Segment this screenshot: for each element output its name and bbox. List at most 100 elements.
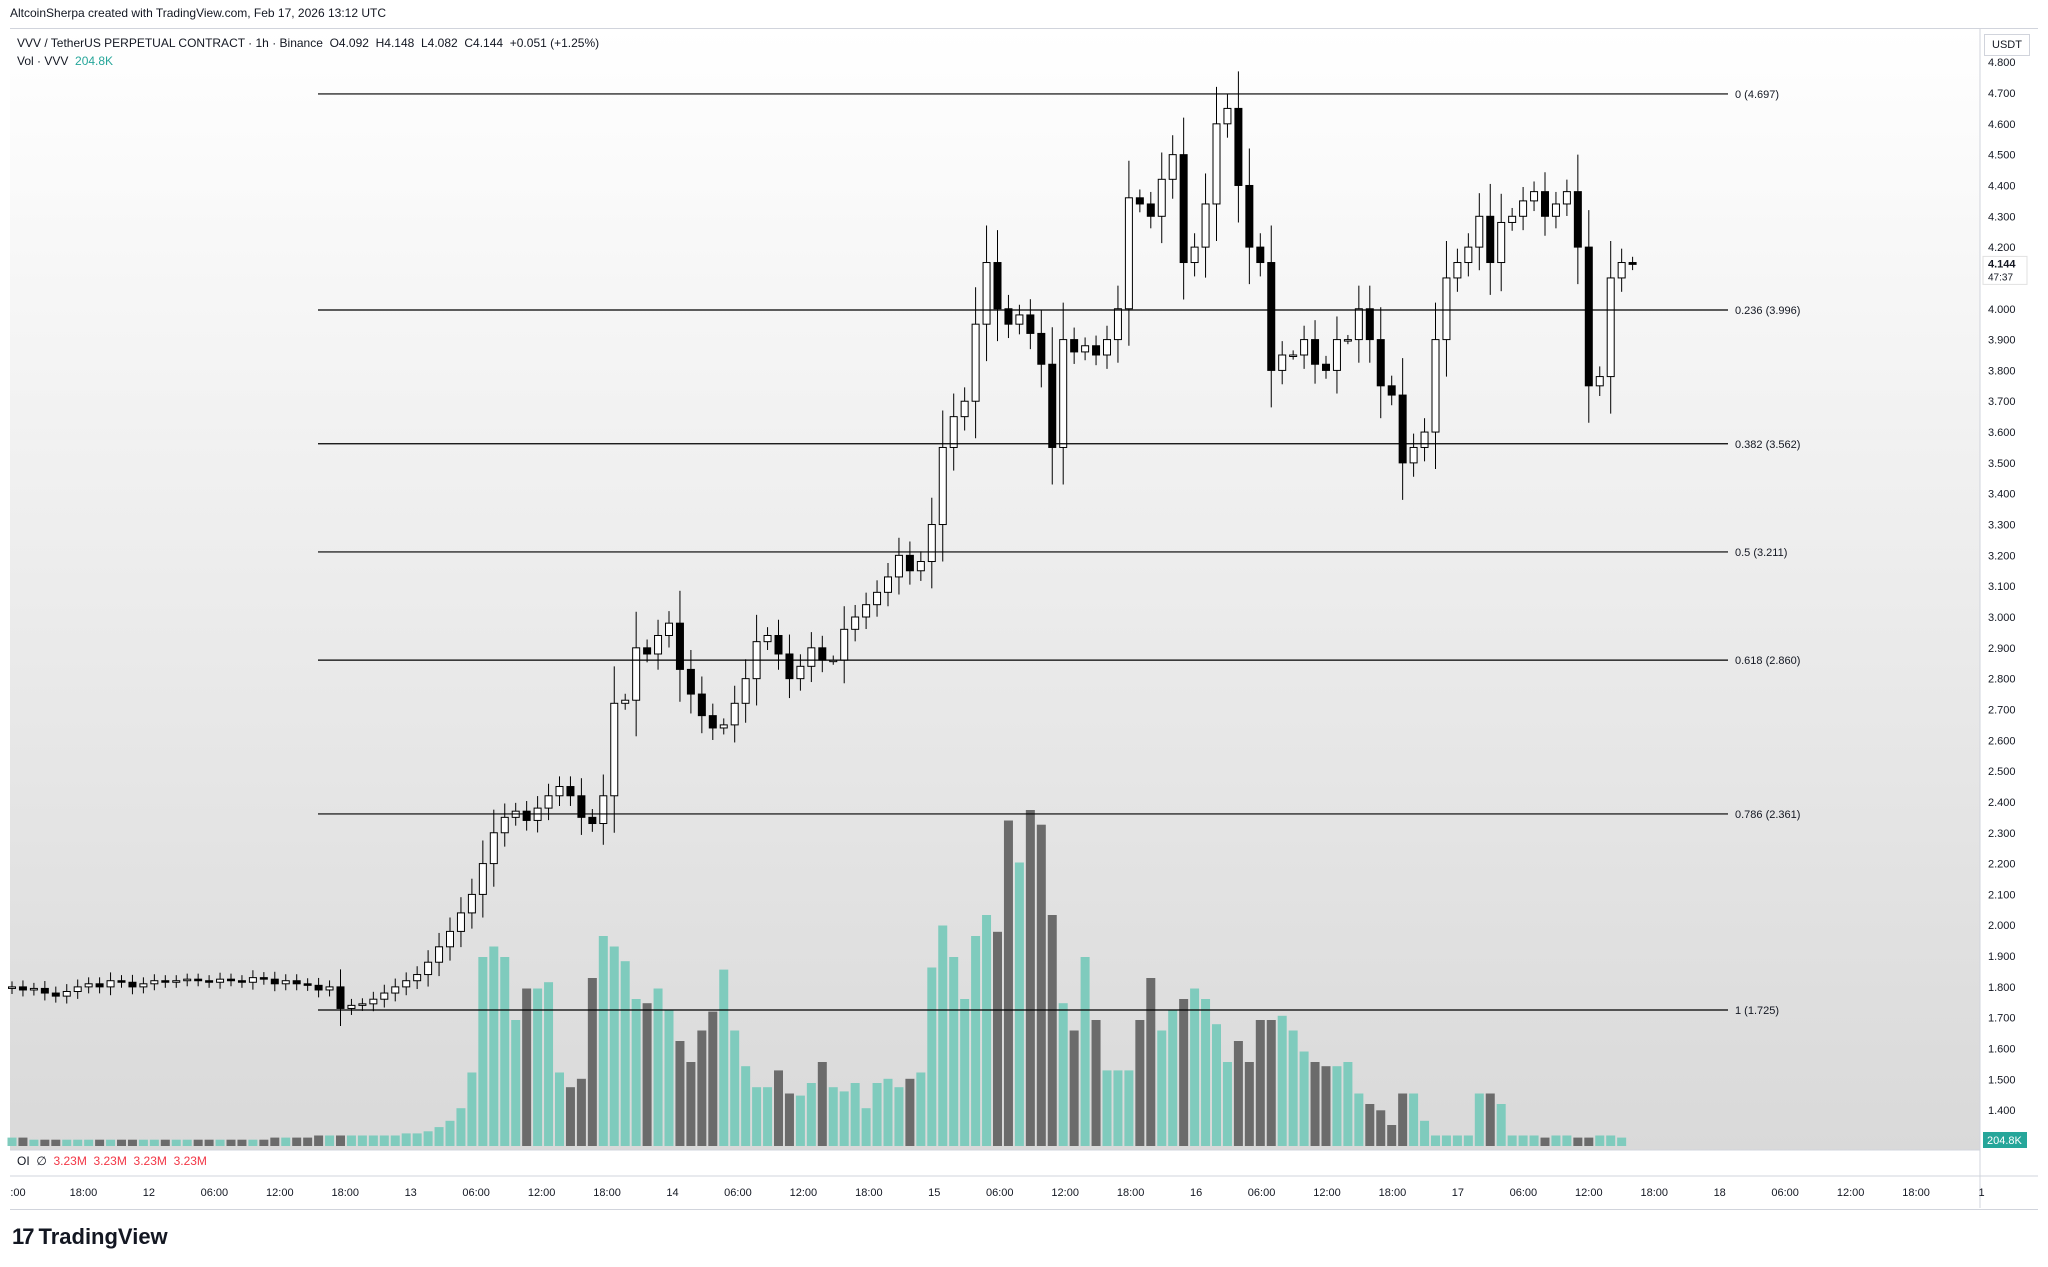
x-tick-label: 16 <box>1190 1187 1202 1199</box>
volume-bar <box>708 1011 718 1146</box>
volume-bar <box>784 1093 794 1146</box>
volume-bar <box>609 946 619 1146</box>
y-tick-label: 2.600 <box>1988 735 2016 747</box>
volume-label[interactable]: Vol · VVV <box>17 54 69 68</box>
volume-bar <box>1474 1093 1484 1146</box>
currency-label[interactable]: USDT <box>1984 34 2030 56</box>
candle-body <box>1354 308 1363 341</box>
candle-body <box>1562 191 1571 205</box>
candle-body <box>916 561 925 572</box>
y-tick-label: 3.400 <box>1988 489 2016 501</box>
x-tick-label: 12:00 <box>1575 1187 1603 1199</box>
volume-bar <box>1222 1062 1232 1146</box>
volume-bar <box>1212 1024 1221 1146</box>
volume-bar <box>1584 1137 1594 1146</box>
oi-symbol-icon: ∅ <box>36 1154 47 1168</box>
volume-bar <box>1573 1137 1583 1146</box>
volume-bar <box>117 1139 126 1146</box>
x-tick-label: 12:00 <box>1837 1187 1865 1199</box>
candle-body <box>1245 184 1254 248</box>
candle-body <box>358 1003 367 1006</box>
volume-bar <box>84 1139 94 1146</box>
candle-body <box>1311 339 1320 365</box>
candle-body <box>303 983 312 986</box>
volume-bar <box>62 1139 72 1146</box>
candle-body <box>1332 339 1341 371</box>
candle-body <box>960 400 969 418</box>
candle-body <box>413 974 422 982</box>
volume-bar <box>204 1139 214 1146</box>
x-tick-label: 06:00 <box>724 1187 752 1199</box>
y-tick-label: 4.700 <box>1988 88 2016 100</box>
candle-body <box>851 616 860 630</box>
volume-bar <box>730 1030 740 1146</box>
volume-bar <box>971 936 981 1146</box>
volume-bar <box>160 1139 170 1146</box>
x-tick-label: 06:00 <box>462 1187 490 1199</box>
volume-bar <box>149 1139 159 1146</box>
y-tick-label: 3.000 <box>1988 612 2016 624</box>
x-tick-label: 12 <box>143 1187 155 1199</box>
y-tick-label: 4.600 <box>1988 119 2016 131</box>
volume-bar <box>533 988 543 1146</box>
candle-body <box>654 634 663 655</box>
oi-label[interactable]: OI <box>17 1154 30 1168</box>
x-tick-label: 06:00 <box>1510 1187 1538 1199</box>
y-tick-label: 3.800 <box>1988 365 2016 377</box>
x-tick-label: :00 <box>10 1187 25 1199</box>
volume-bar <box>949 957 959 1146</box>
candle-body <box>1223 107 1232 125</box>
candle-body <box>1387 385 1396 396</box>
x-tick-label: 06:00 <box>986 1187 1014 1199</box>
candle-body <box>774 634 783 655</box>
candle-body <box>785 653 794 680</box>
candle-body <box>1398 394 1407 464</box>
candle-body <box>1573 191 1582 248</box>
volume-bar <box>1332 1066 1342 1146</box>
candle-body <box>1442 277 1451 341</box>
candle-body <box>599 795 608 825</box>
fib-level-label: 0.382 (3.562) <box>1735 439 1800 451</box>
volume-bar <box>883 1078 893 1146</box>
y-tick-label: 2.000 <box>1988 920 2016 932</box>
volume-bar <box>861 1108 871 1146</box>
candle-body <box>544 795 553 809</box>
volume-bar <box>982 915 992 1146</box>
candle-body <box>1486 215 1495 264</box>
x-tick-label: 18:00 <box>1379 1187 1407 1199</box>
volume-bar <box>774 1070 783 1146</box>
symbol-title[interactable]: VVV / TetherUS PERPETUAL CONTRACT · 1h ·… <box>17 36 323 50</box>
candle-body <box>1037 332 1046 365</box>
volume-bar <box>522 988 532 1146</box>
volume-bar <box>1365 1104 1375 1146</box>
candle-body <box>281 980 290 985</box>
candle-body <box>194 978 203 982</box>
candle-body <box>588 816 597 825</box>
volume-bar <box>303 1137 313 1146</box>
volume-bar <box>675 1041 685 1146</box>
candle-body <box>894 554 903 578</box>
volume-bar <box>894 1087 904 1146</box>
candle-body <box>1343 339 1352 342</box>
y-tick-label: 2.200 <box>1988 859 2016 871</box>
y-tick-label: 3.100 <box>1988 581 2016 593</box>
volume-bar <box>850 1083 860 1146</box>
candle-body <box>1595 376 1604 387</box>
candle-body <box>227 978 235 982</box>
tradingview-logo[interactable]: 17 TradingView <box>12 1224 168 1250</box>
volume-bar <box>1255 1020 1265 1146</box>
candle-body <box>1168 154 1177 180</box>
candle-body <box>40 987 49 994</box>
y-tick-label: 4.300 <box>1988 211 2016 223</box>
volume-bar <box>379 1135 389 1146</box>
volume-bar <box>1518 1135 1528 1146</box>
candle-body <box>1103 339 1111 356</box>
volume-bar <box>434 1127 444 1146</box>
volume-bar <box>138 1139 148 1146</box>
volume-bar <box>1321 1066 1331 1146</box>
volume-bar <box>741 1066 751 1146</box>
candle-body <box>489 832 498 865</box>
volume-bar <box>259 1139 269 1146</box>
volume-bar <box>1058 1003 1068 1146</box>
